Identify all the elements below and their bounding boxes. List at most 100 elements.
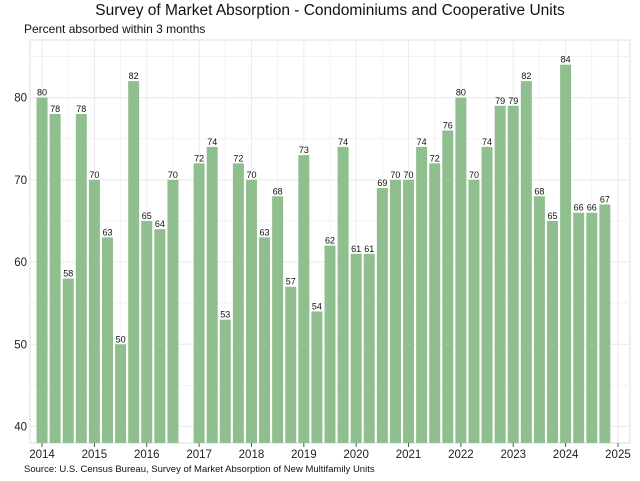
bar-value-label: 63 <box>260 227 270 237</box>
x-tick-label: 2025 <box>605 449 631 461</box>
bar-value-label: 78 <box>50 104 60 114</box>
bar-value-label: 70 <box>404 170 414 180</box>
bar <box>311 311 323 443</box>
bar <box>101 237 113 443</box>
bar-value-label: 70 <box>390 170 400 180</box>
bar <box>75 114 87 443</box>
x-tick-label: 2015 <box>82 449 108 461</box>
bar-value-label: 57 <box>286 277 296 287</box>
y-tick-label: 40 <box>14 422 27 434</box>
bar <box>62 278 74 443</box>
bar-value-label: 74 <box>338 137 348 147</box>
bar <box>141 220 153 443</box>
bar <box>88 179 100 443</box>
bar-value-label: 64 <box>155 219 165 229</box>
bar-value-label: 67 <box>600 194 610 204</box>
bar <box>547 220 559 443</box>
x-tick-label: 2016 <box>134 449 160 461</box>
bar <box>206 146 218 443</box>
bar <box>298 155 310 443</box>
bar <box>507 105 519 443</box>
bar <box>154 229 166 443</box>
bar <box>560 64 572 444</box>
source-note: Source: U.S. Census Bureau, Survey of Ma… <box>24 464 375 475</box>
bar-value-label: 74 <box>482 137 492 147</box>
bar-value-label: 68 <box>534 186 544 196</box>
bar <box>416 146 428 443</box>
x-tick-label: 2014 <box>29 449 55 461</box>
bar <box>285 286 297 443</box>
bar <box>245 179 257 443</box>
bar <box>573 212 585 443</box>
bar <box>219 319 231 443</box>
bar-value-label: 82 <box>129 71 139 81</box>
bar <box>36 97 48 444</box>
x-tick-label: 2019 <box>291 449 317 461</box>
chart-title: Survey of Market Absorption - Condominiu… <box>95 2 565 19</box>
bar <box>350 253 362 443</box>
chart-subtitle: Percent absorbed within 3 months <box>24 22 206 36</box>
bar-value-label: 72 <box>233 153 243 163</box>
bar-value-label: 65 <box>548 211 558 221</box>
bar <box>324 245 336 443</box>
bar <box>520 81 532 444</box>
y-tick-label: 60 <box>14 257 27 269</box>
bar <box>259 237 271 443</box>
bar-value-label: 61 <box>351 244 361 254</box>
bar <box>363 253 375 443</box>
bar <box>193 163 205 443</box>
bar <box>272 196 284 443</box>
bar <box>232 163 244 443</box>
x-tick-label: 2024 <box>553 449 579 461</box>
bar-value-label: 63 <box>102 227 112 237</box>
y-tick-label: 80 <box>14 93 27 105</box>
bar <box>494 105 506 443</box>
bar <box>167 179 179 443</box>
bar-value-label: 61 <box>364 244 374 254</box>
bar-value-label: 79 <box>495 96 505 106</box>
bar-value-label: 74 <box>207 137 217 147</box>
bar-value-label: 53 <box>220 310 230 320</box>
bar <box>533 196 545 443</box>
y-tick-label: 70 <box>14 175 27 187</box>
x-tick-label: 2020 <box>343 449 369 461</box>
x-tick-label: 2022 <box>448 449 474 461</box>
bar-value-label: 70 <box>246 170 256 180</box>
bar-value-label: 80 <box>37 88 47 98</box>
bar <box>455 97 467 444</box>
bar <box>586 212 598 443</box>
bar-value-label: 58 <box>63 269 73 279</box>
bar <box>128 81 140 444</box>
bar <box>481 146 493 443</box>
bar-value-label: 54 <box>312 301 322 311</box>
bar-value-label: 78 <box>76 104 86 114</box>
bar <box>429 163 441 443</box>
x-tick-label: 2023 <box>500 449 526 461</box>
bar-value-label: 70 <box>89 170 99 180</box>
x-tick-label: 2021 <box>396 449 422 461</box>
bar-value-label: 76 <box>443 120 453 130</box>
bar-value-label: 74 <box>417 137 427 147</box>
bar-value-label: 70 <box>469 170 479 180</box>
bar-value-label: 66 <box>574 203 584 213</box>
bar-value-label: 50 <box>116 334 126 344</box>
bar <box>389 179 401 443</box>
bar <box>468 179 480 443</box>
bar-value-label: 73 <box>299 145 309 155</box>
bar <box>403 179 415 443</box>
bar-value-label: 84 <box>561 55 571 65</box>
bar-value-label: 72 <box>194 153 204 163</box>
bar <box>115 344 127 443</box>
bar-value-label: 66 <box>587 203 597 213</box>
bar-value-label: 72 <box>430 153 440 163</box>
bar <box>49 114 61 443</box>
bar <box>442 130 454 443</box>
bar-value-label: 69 <box>377 178 387 188</box>
bar <box>337 146 349 443</box>
bar-value-label: 82 <box>521 71 531 81</box>
y-tick-label: 50 <box>14 339 27 351</box>
bar-value-label: 70 <box>168 170 178 180</box>
bar-value-label: 65 <box>142 211 152 221</box>
